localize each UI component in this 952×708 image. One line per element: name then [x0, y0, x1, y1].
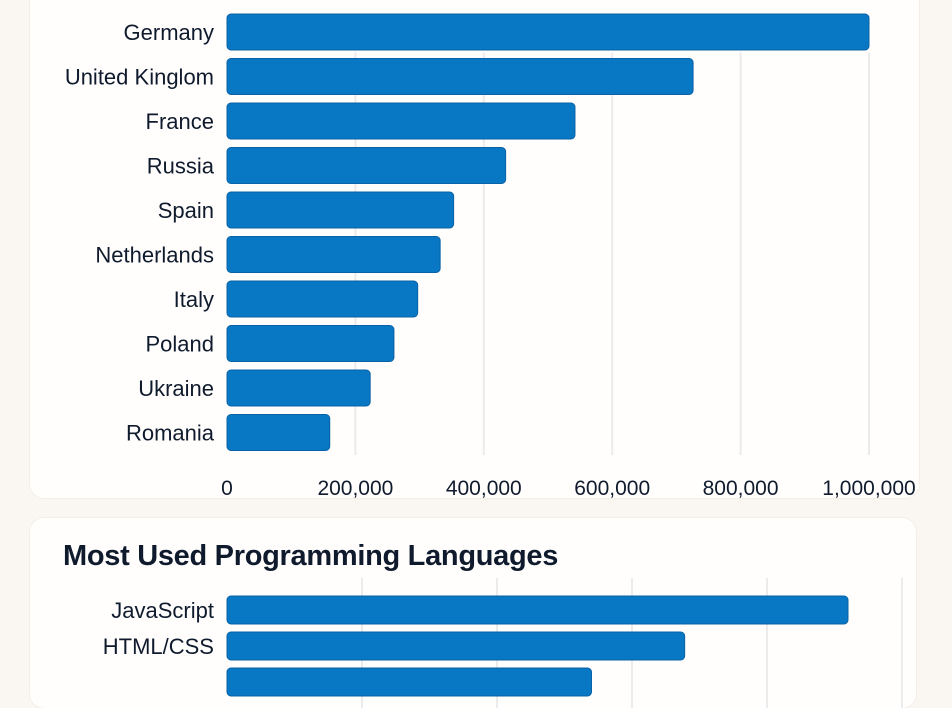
category-label: Ukraine	[138, 376, 214, 401]
bar	[226, 595, 849, 625]
chart-title: Most Used Programming Languages	[63, 540, 559, 572]
country-bar-chart: 0 200,000 400,000 600,000 800,000 1,000,000 Ge…	[65, 13, 916, 500]
category-label: France	[146, 109, 214, 134]
chart-card-countries: 0 200,000 400,000 600,000 800,000 1,000,000 Ge…	[30, 0, 919, 500]
bar	[226, 631, 686, 661]
category-label: Romania	[126, 421, 215, 446]
category-label: HTML/CSS	[103, 634, 214, 659]
chart-card-languages: Most Used Programming Languages JavaScri…	[30, 518, 916, 708]
bar	[226, 102, 576, 140]
bar	[226, 236, 441, 273]
category-label: Spain	[158, 198, 214, 223]
x-tick-label: 0	[221, 477, 233, 500]
bar	[226, 369, 371, 407]
category-label: JavaScript	[111, 598, 214, 623]
bar	[226, 667, 592, 697]
x-tick-label: 1,000,000	[822, 477, 915, 500]
category-label: Russia	[147, 154, 215, 179]
bar	[226, 280, 419, 318]
bar	[226, 58, 694, 95]
bar	[226, 147, 507, 184]
category-label: Poland	[145, 332, 214, 357]
category-label: Netherlands	[95, 243, 214, 268]
x-tick-label: 400,000	[446, 477, 522, 500]
category-label: Germany	[124, 20, 214, 45]
bar	[226, 13, 870, 51]
category-label: United Kinglom	[65, 65, 214, 90]
bar	[226, 414, 331, 451]
bar	[226, 325, 395, 362]
category-label: Italy	[174, 287, 214, 312]
x-tick-label: 200,000	[317, 477, 393, 500]
x-tick-label: 800,000	[703, 477, 779, 500]
bar	[226, 191, 455, 229]
x-tick-label: 600,000	[574, 477, 650, 500]
languages-bar-chart: JavaScript HTML/CSS	[103, 578, 903, 708]
